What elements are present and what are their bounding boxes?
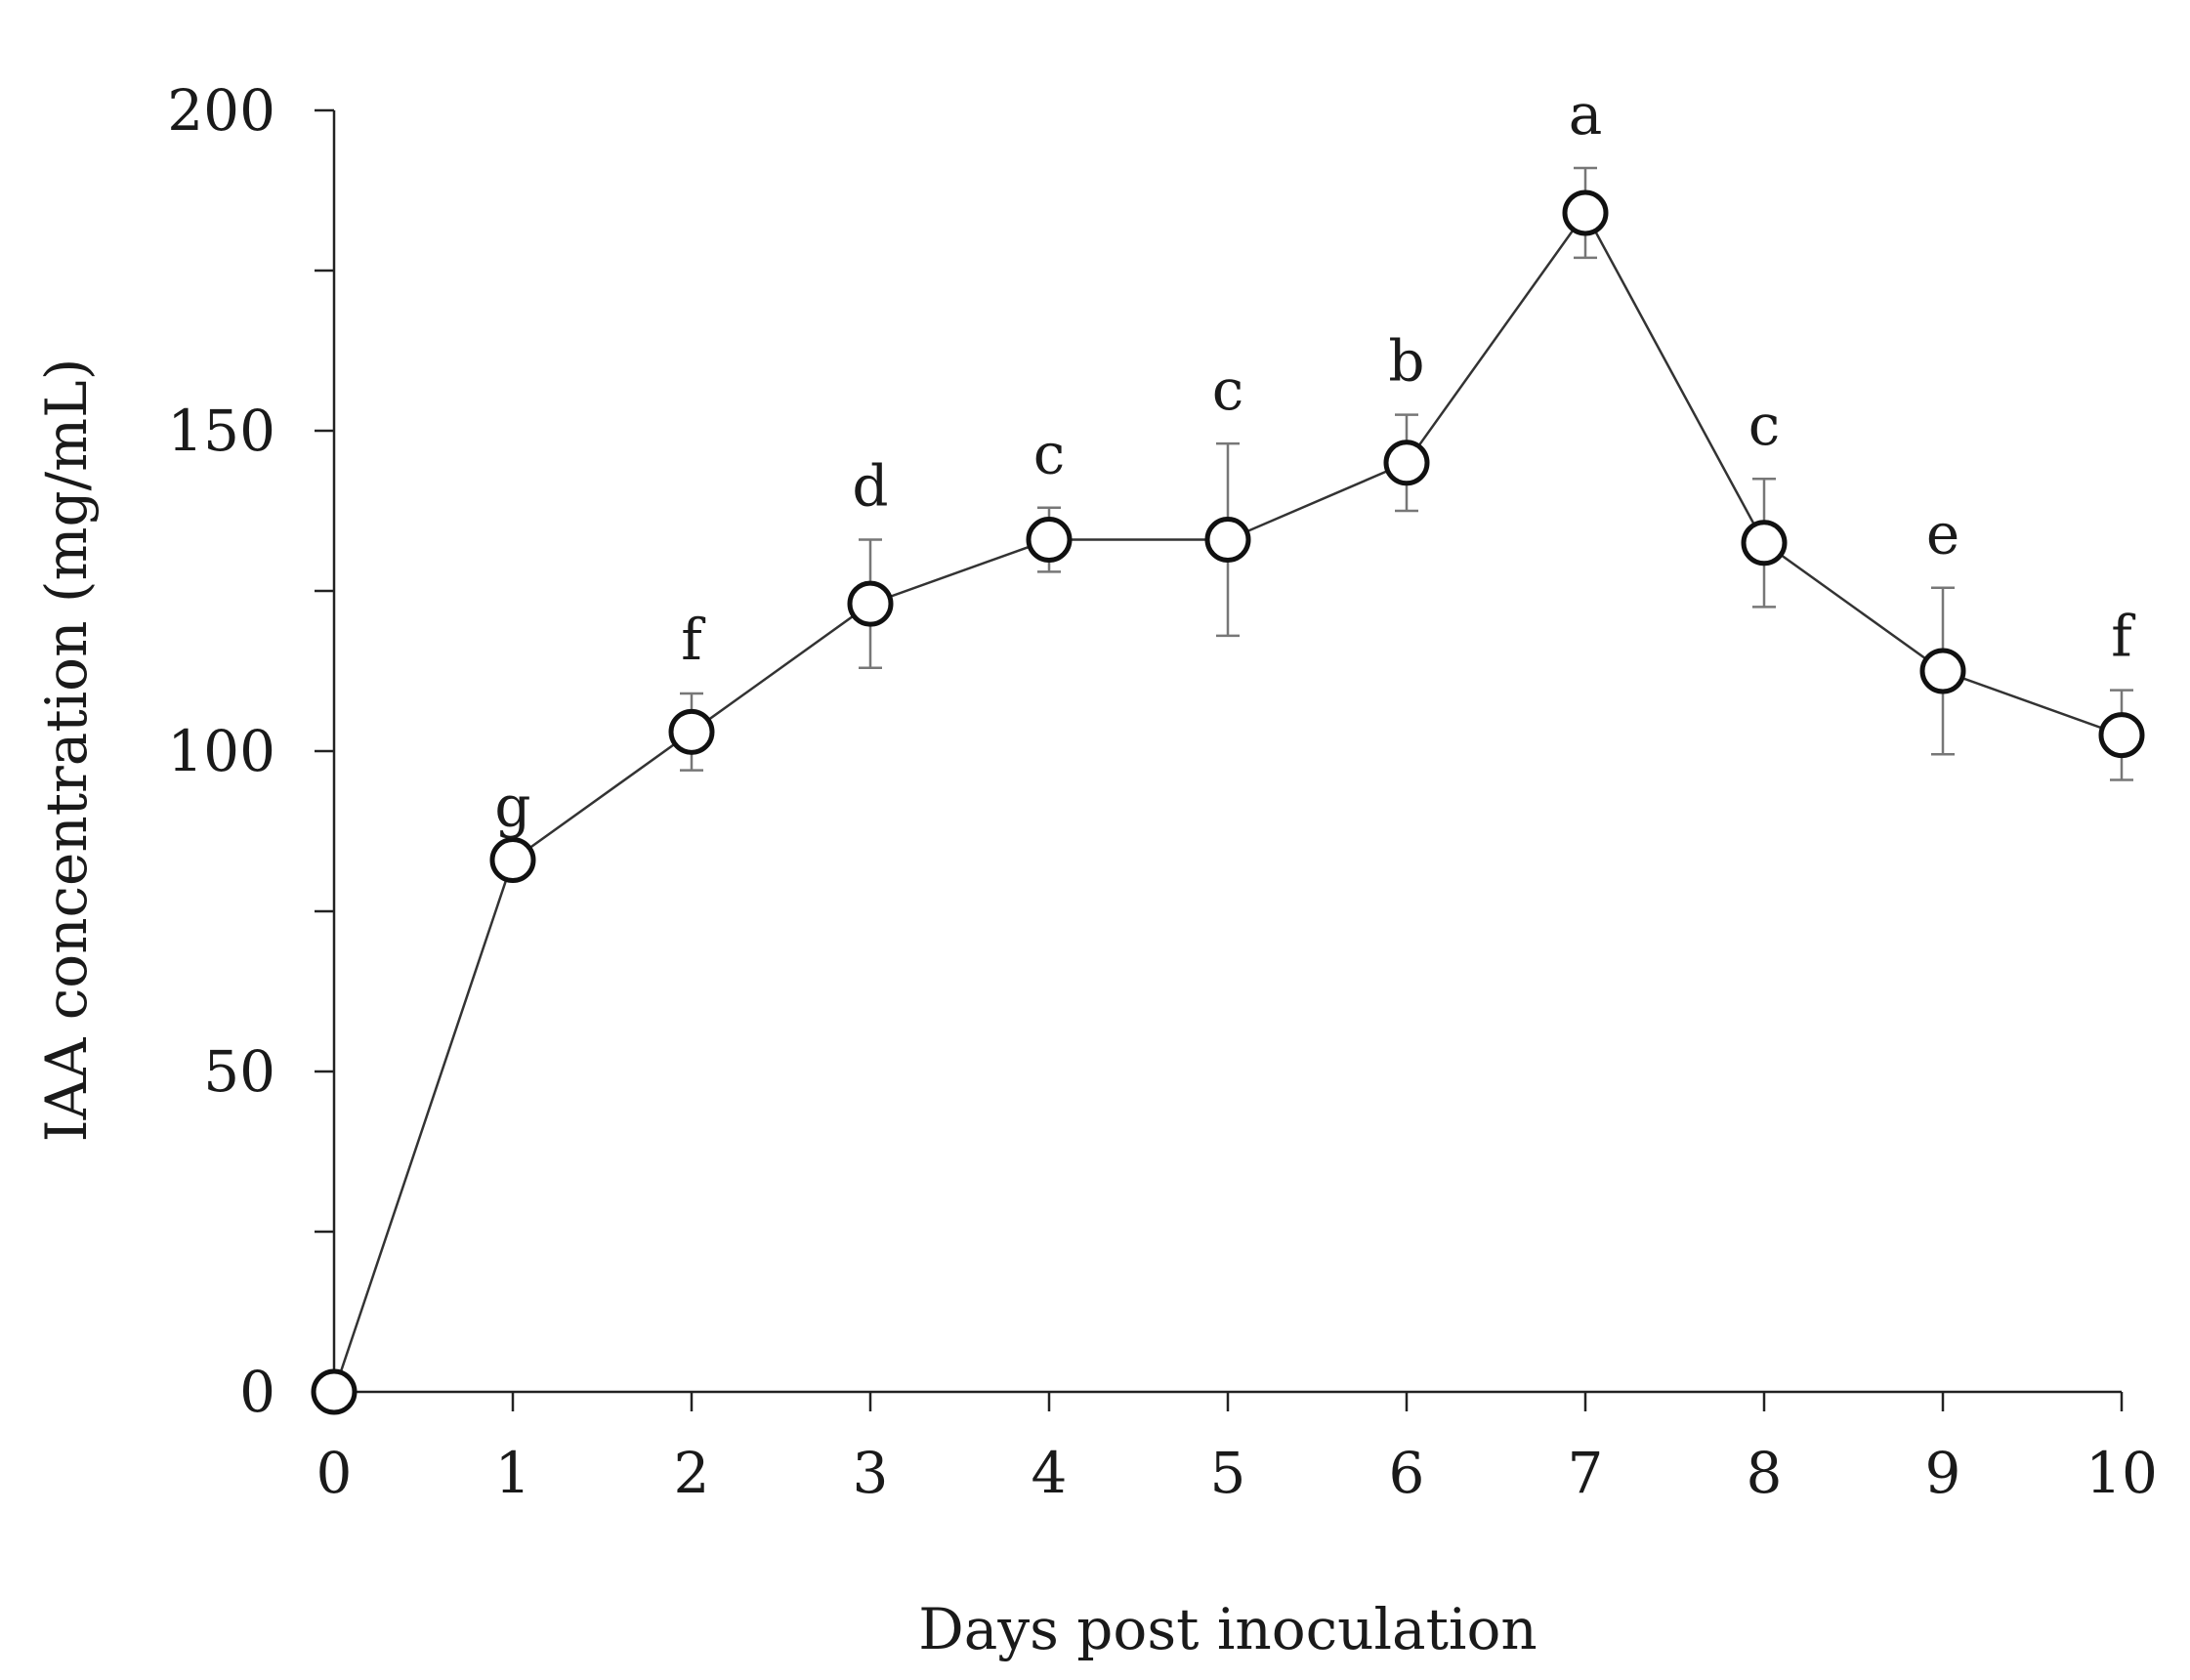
significance-label: a xyxy=(1569,81,1603,147)
significance-label: b xyxy=(1388,328,1424,395)
x-tick-label: 0 xyxy=(316,1440,353,1506)
significance-label: d xyxy=(852,453,888,520)
x-tick-label: 2 xyxy=(674,1440,710,1506)
y-tick-label: 100 xyxy=(167,718,275,784)
data-point xyxy=(1204,517,1251,564)
data-point xyxy=(311,1368,358,1415)
x-tick-label: 3 xyxy=(853,1440,889,1506)
data-point xyxy=(668,708,715,755)
data-point xyxy=(1919,648,1966,694)
data-point xyxy=(1026,517,1073,564)
y-tick-label: 50 xyxy=(203,1038,275,1105)
data-point xyxy=(2098,712,2145,759)
x-tick-label: 5 xyxy=(1210,1440,1246,1506)
significance-label: f xyxy=(681,607,705,673)
significance-label: e xyxy=(1926,501,1959,567)
significance-label: f xyxy=(2111,604,2135,670)
significance-label: c xyxy=(1212,357,1243,423)
y-ticks: 0 50 100 150 200 xyxy=(167,77,334,1425)
data-point xyxy=(489,837,536,884)
x-ticks: 0 1 2 3 4 5 6 7 8 9 10 xyxy=(316,1392,2158,1506)
significance-label: c xyxy=(1033,421,1065,487)
y-axis-title: IAA concentration (mg/mL) xyxy=(33,358,100,1143)
x-tick-label: 4 xyxy=(1032,1440,1068,1506)
y-tick-label: 200 xyxy=(167,77,275,144)
y-tick-label: 150 xyxy=(167,398,275,464)
x-axis-title: Days post inoculation xyxy=(918,1596,1537,1662)
x-tick-label: 7 xyxy=(1568,1440,1604,1506)
significance-label: c xyxy=(1748,392,1780,458)
significance-label: g xyxy=(494,774,530,840)
series-layer: g f d c c b a c e f xyxy=(311,81,2145,1415)
x-tick-label: 6 xyxy=(1389,1440,1425,1506)
axes xyxy=(332,110,2122,1394)
x-tick-label: 9 xyxy=(1925,1440,1961,1506)
data-point xyxy=(1562,189,1609,236)
x-tick-label: 8 xyxy=(1747,1440,1783,1506)
data-point xyxy=(1741,520,1788,567)
x-tick-label: 1 xyxy=(495,1440,531,1506)
data-point xyxy=(1383,440,1430,486)
y-tick-label: 0 xyxy=(239,1359,275,1425)
data-point xyxy=(847,580,894,627)
x-tick-label: 10 xyxy=(2085,1440,2158,1506)
